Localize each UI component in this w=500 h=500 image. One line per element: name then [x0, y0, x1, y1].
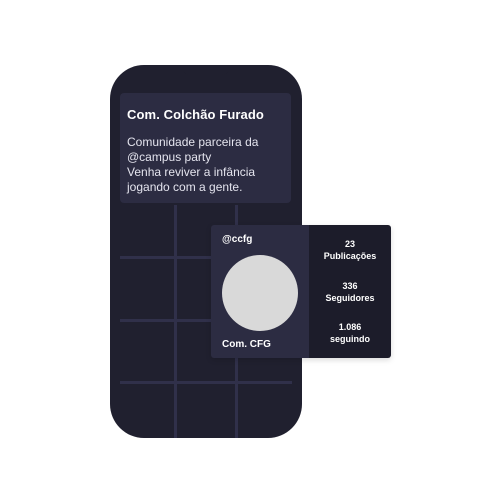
- profile-header-card: Com. Colchão Furado Comunidade parceira …: [120, 93, 291, 203]
- stat-label: seguindo: [330, 334, 370, 344]
- stat-value: 1.086: [338, 322, 362, 332]
- phone-notch: [182, 65, 230, 75]
- grid-line: [120, 381, 292, 384]
- stat-label: Seguidores: [325, 293, 375, 303]
- profile-display-name: Com. CFG: [222, 339, 271, 350]
- stat-publications[interactable]: 23 Publicações: [309, 238, 391, 262]
- stat-following[interactable]: 1.086 seguindo: [309, 321, 391, 345]
- profile-handle: @ccfg: [222, 234, 253, 245]
- stat-value: 23: [344, 239, 355, 249]
- stat-followers[interactable]: 336 Seguidores: [309, 280, 391, 304]
- stat-label: Publicações: [323, 251, 377, 261]
- profile-popup-card[interactable]: @ccfg Com. CFG 23 Publicações 336 Seguid…: [211, 225, 391, 358]
- grid-line: [120, 256, 292, 259]
- avatar[interactable]: [222, 255, 298, 331]
- profile-stats: 23 Publicações 336 Seguidores 1.086 segu…: [309, 225, 391, 358]
- profile-title: Com. Colchão Furado: [127, 107, 264, 122]
- grid-line: [120, 319, 292, 322]
- profile-bio: Comunidade parceira da @campus party Ven…: [127, 135, 259, 194]
- stat-value: 336: [342, 281, 358, 291]
- popup-identity-panel: @ccfg Com. CFG: [211, 225, 309, 358]
